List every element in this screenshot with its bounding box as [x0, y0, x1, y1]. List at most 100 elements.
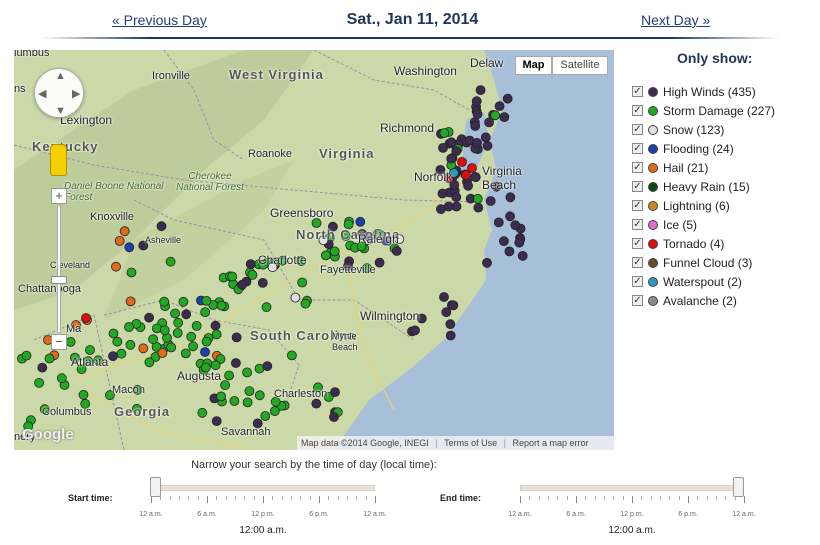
storm-report-marker[interactable] — [514, 237, 525, 248]
storm-report-marker[interactable] — [39, 404, 50, 415]
storm-report-marker[interactable] — [216, 391, 227, 402]
storm-report-marker[interactable] — [296, 256, 307, 266]
storm-report-marker[interactable] — [311, 398, 322, 409]
storm-report-marker[interactable] — [343, 219, 354, 230]
storm-report-marker[interactable] — [463, 180, 474, 191]
storm-report-marker[interactable] — [242, 397, 253, 408]
storm-report-marker[interactable] — [269, 406, 280, 417]
report-map-error-link[interactable]: Report a map error — [512, 438, 589, 448]
storm-report-markers[interactable] — [14, 50, 614, 450]
storm-report-marker[interactable] — [416, 313, 427, 324]
storm-report-marker[interactable] — [166, 342, 177, 353]
storm-report-marker[interactable] — [505, 211, 516, 222]
storm-report-marker[interactable] — [252, 418, 263, 429]
storm-report-marker[interactable] — [410, 325, 420, 336]
legend-item[interactable]: ✓ Waterspout (2) — [630, 272, 775, 291]
storm-report-marker[interactable] — [493, 217, 504, 228]
storm-report-marker[interactable] — [472, 138, 483, 148]
storm-report-marker[interactable] — [327, 221, 338, 232]
storm-report-marker[interactable] — [355, 216, 366, 227]
storm-report-marker[interactable] — [144, 312, 155, 323]
storm-report-marker[interactable] — [165, 256, 176, 267]
storm-report-marker[interactable] — [132, 384, 143, 395]
storm-report-marker[interactable] — [286, 350, 297, 361]
start-time-slider-track[interactable] — [151, 485, 375, 491]
storm-report-marker[interactable] — [114, 235, 125, 246]
storm-report-marker[interactable] — [267, 262, 278, 273]
storm-report-marker[interactable] — [210, 360, 221, 371]
storm-report-marker[interactable] — [181, 309, 192, 320]
storm-report-marker[interactable] — [329, 412, 339, 422]
filter-checkbox[interactable]: ✓ — [632, 124, 643, 135]
storm-report-marker[interactable] — [475, 85, 486, 95]
storm-report-marker[interactable] — [126, 267, 137, 278]
storm-report-marker[interactable] — [65, 336, 76, 347]
legend-item[interactable]: ✓ Heavy Rain (15) — [630, 177, 775, 196]
storm-report-marker[interactable] — [173, 317, 184, 328]
storm-report-marker[interactable] — [108, 351, 118, 362]
storm-report-marker[interactable] — [227, 271, 238, 282]
storm-report-marker[interactable] — [108, 328, 119, 339]
map-type-satellite-button[interactable]: Satellite — [552, 56, 608, 75]
storm-report-marker[interactable] — [381, 235, 392, 246]
storm-report-marker[interactable] — [247, 269, 258, 280]
storm-report-marker[interactable] — [56, 373, 67, 384]
storm-report-marker[interactable] — [311, 218, 322, 228]
storm-report-marker[interactable] — [211, 416, 222, 427]
storm-report-marker[interactable] — [361, 263, 372, 274]
storm-report-marker[interactable] — [441, 307, 452, 318]
storm-report-marker[interactable] — [23, 421, 34, 432]
legend-item[interactable]: ✓ Tornado (4) — [630, 234, 775, 253]
storm-report-marker[interactable] — [290, 292, 301, 303]
storm-report-marker[interactable] — [270, 396, 281, 407]
storm-report-marker[interactable] — [76, 364, 87, 375]
storm-report-marker[interactable] — [258, 259, 269, 270]
storm-report-marker[interactable] — [472, 109, 483, 120]
storm-report-marker[interactable] — [438, 143, 448, 153]
previous-day-link[interactable]: « Previous Day — [112, 12, 207, 28]
filter-checkbox[interactable]: ✓ — [632, 181, 643, 192]
storm-report-marker[interactable] — [148, 334, 159, 345]
storm-report-marker[interactable] — [435, 204, 446, 215]
storm-report-marker[interactable] — [490, 110, 501, 121]
storm-report-marker[interactable] — [435, 165, 446, 175]
filter-checkbox[interactable]: ✓ — [632, 257, 643, 268]
storm-report-marker[interactable] — [172, 328, 183, 338]
storm-report-marker[interactable] — [329, 246, 340, 257]
storm-report-marker[interactable] — [461, 170, 471, 180]
storm-report-marker[interactable] — [257, 277, 268, 288]
pegman-icon[interactable] — [50, 144, 67, 176]
storm-report-marker[interactable] — [178, 296, 189, 307]
storm-report-marker[interactable] — [451, 146, 462, 156]
zoom-slider-handle[interactable] — [51, 276, 67, 284]
storm-report-marker[interactable] — [254, 390, 265, 401]
storm-report-marker[interactable] — [445, 319, 456, 330]
storm-report-marker[interactable] — [470, 172, 481, 182]
storm-report-marker[interactable] — [200, 362, 211, 373]
storm-report-marker[interactable] — [197, 407, 208, 418]
storm-report-marker[interactable] — [112, 336, 123, 347]
storm-report-marker[interactable] — [201, 336, 212, 347]
storm-report-marker[interactable] — [372, 228, 383, 239]
storm-report-marker[interactable] — [201, 295, 212, 306]
storm-report-marker[interactable] — [517, 250, 528, 261]
storm-report-marker[interactable] — [159, 325, 170, 336]
storm-report-marker[interactable] — [191, 320, 202, 331]
storm-report-marker[interactable] — [448, 300, 459, 311]
storm-report-marker[interactable] — [482, 140, 493, 151]
storm-report-marker[interactable] — [34, 377, 45, 388]
storm-report-marker[interactable] — [482, 257, 492, 268]
storm-report-marker[interactable] — [480, 132, 491, 143]
storm-report-marker[interactable] — [446, 153, 457, 164]
storm-report-marker[interactable] — [83, 356, 93, 367]
storm-report-marker[interactable] — [451, 192, 462, 203]
storm-report-marker[interactable] — [467, 163, 477, 173]
storm-report-marker[interactable] — [330, 387, 340, 398]
terms-of-use-link[interactable]: Terms of Use — [444, 438, 498, 448]
storm-report-marker[interactable] — [473, 202, 484, 213]
filter-checkbox[interactable]: ✓ — [632, 276, 643, 287]
storm-report-marker[interactable] — [81, 313, 91, 323]
storm-report-marker[interactable] — [210, 320, 221, 331]
storm-report-marker[interactable] — [71, 320, 81, 330]
storm-report-map[interactable]: West Virginia Virginia Kentucky North Ca… — [14, 50, 614, 450]
